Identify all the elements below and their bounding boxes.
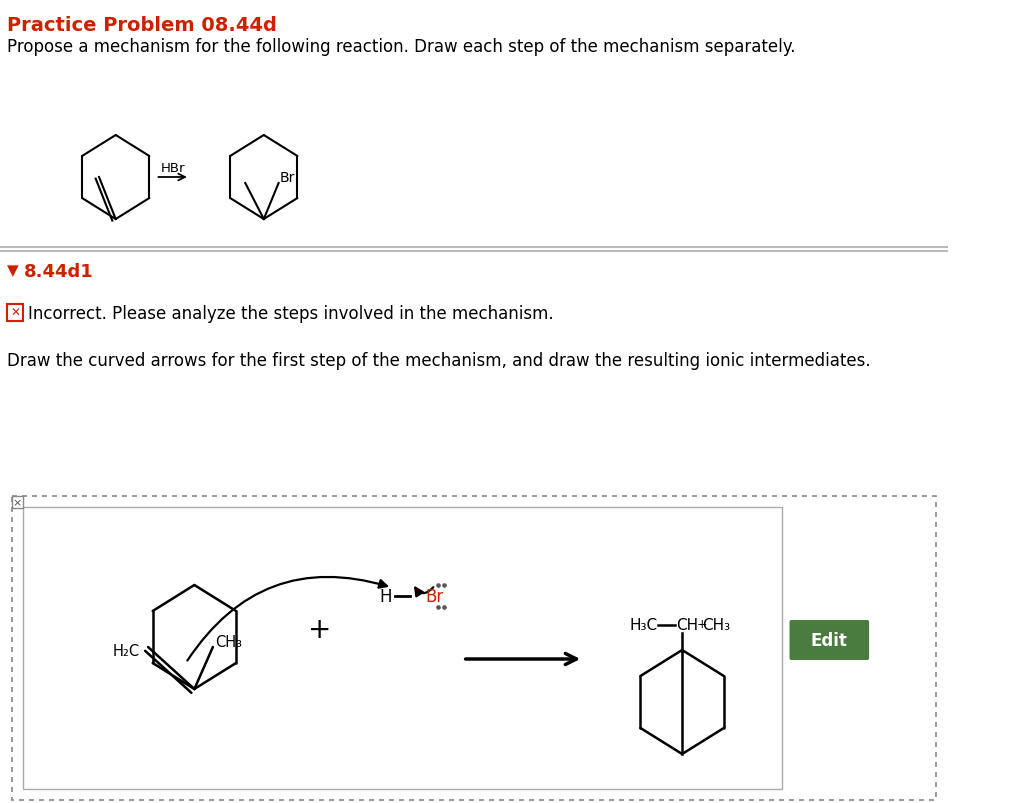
Text: Propose a mechanism for the following reaction. Draw each step of the mechanism : Propose a mechanism for the following re… [7, 38, 796, 56]
Text: Br: Br [426, 587, 444, 605]
Text: CH₃: CH₃ [215, 634, 242, 650]
Text: Edit: Edit [811, 631, 848, 649]
Text: CH₃: CH₃ [702, 618, 731, 633]
Text: Practice Problem 08.44d: Practice Problem 08.44d [7, 16, 278, 35]
Text: ×: × [13, 497, 23, 507]
Text: Incorrect. Please analyze the steps involved in the mechanism.: Incorrect. Please analyze the steps invo… [28, 304, 553, 323]
FancyArrowPatch shape [416, 588, 433, 597]
Bar [12, 496, 936, 800]
Text: +: + [697, 618, 708, 630]
Text: ✕: ✕ [10, 307, 20, 320]
FancyArrowPatch shape [187, 577, 387, 661]
FancyBboxPatch shape [7, 304, 24, 321]
Text: 8.44d1: 8.44d1 [25, 263, 94, 281]
Text: CH: CH [677, 618, 698, 633]
Text: HBr: HBr [161, 161, 185, 175]
Text: H₃C: H₃C [629, 618, 657, 633]
FancyBboxPatch shape [12, 496, 24, 508]
Text: ▼: ▼ [7, 263, 19, 278]
Text: Br: Br [280, 171, 295, 185]
FancyBboxPatch shape [790, 620, 869, 660]
Text: +: + [307, 615, 331, 643]
Text: Draw the curved arrows for the first step of the mechanism, and draw the resulti: Draw the curved arrows for the first ste… [7, 352, 871, 369]
Bar [24, 507, 782, 789]
Text: H: H [379, 587, 391, 605]
Text: H₂C: H₂C [113, 644, 140, 658]
